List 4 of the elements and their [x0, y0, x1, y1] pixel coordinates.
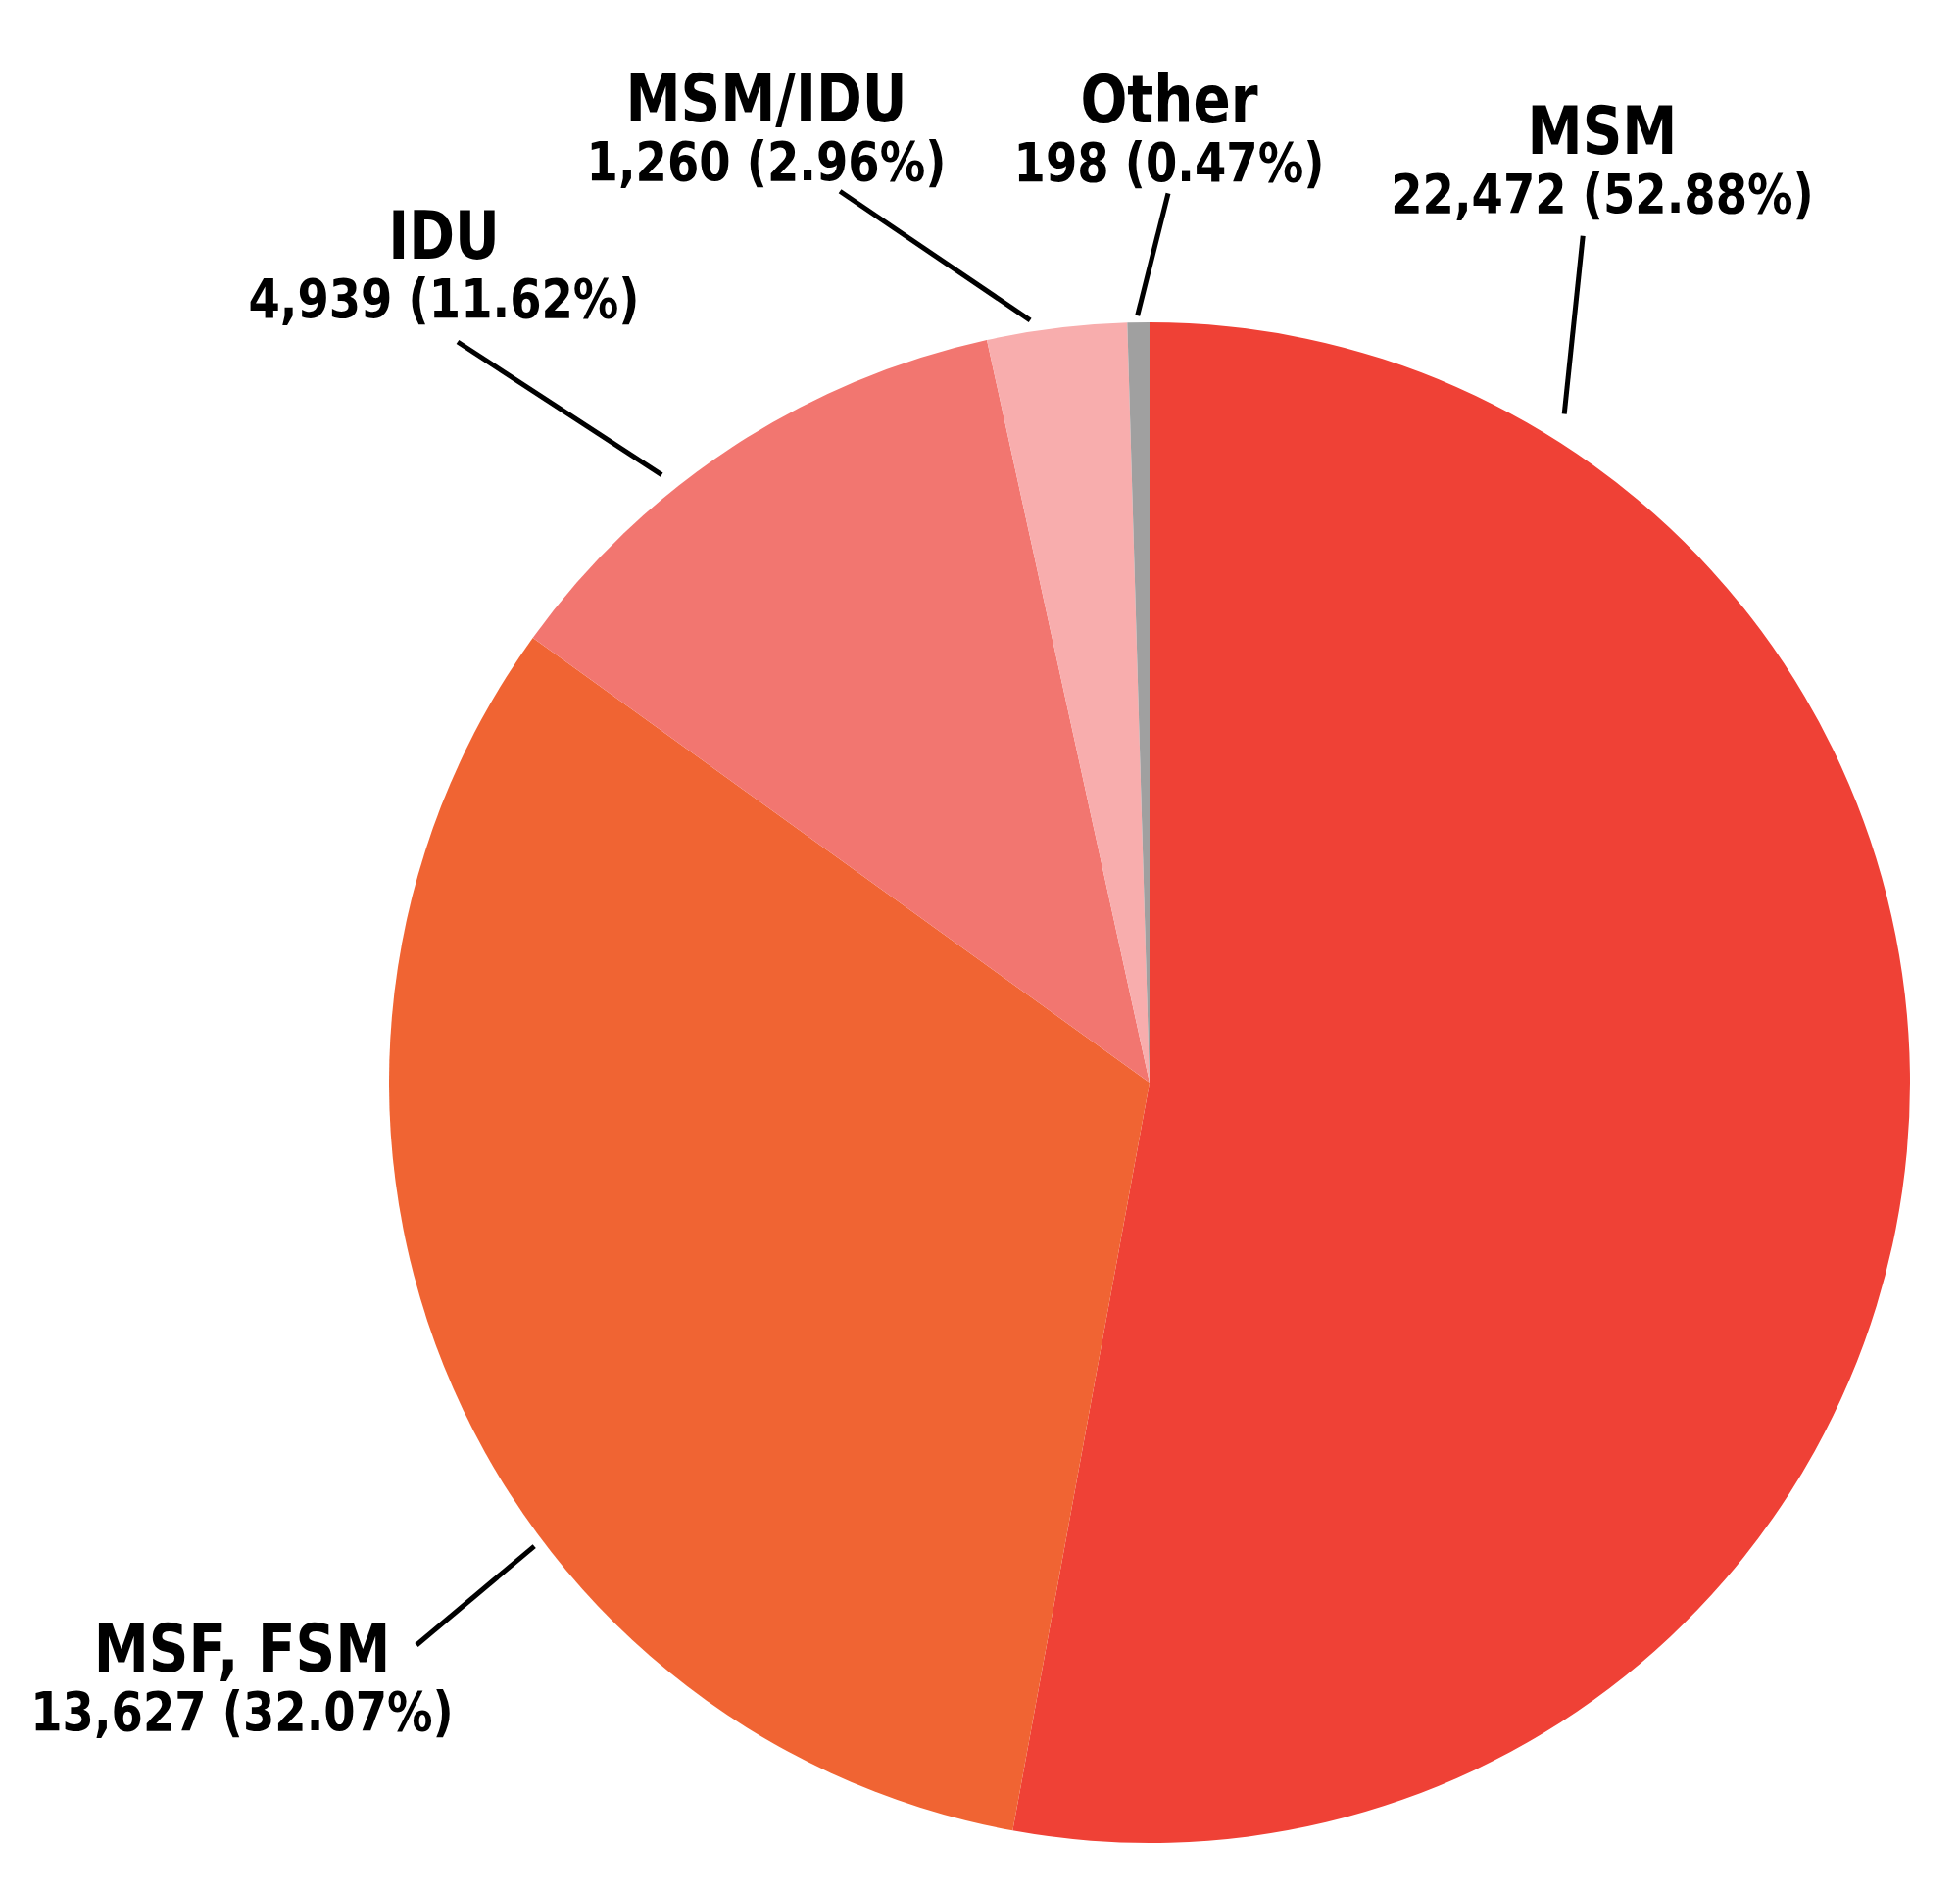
pie-slice: [532, 339, 1150, 1083]
pie-slice: [987, 322, 1150, 1083]
slice-label: MSF, FSM: [93, 1609, 391, 1688]
pie-slice: [1012, 322, 1910, 1842]
